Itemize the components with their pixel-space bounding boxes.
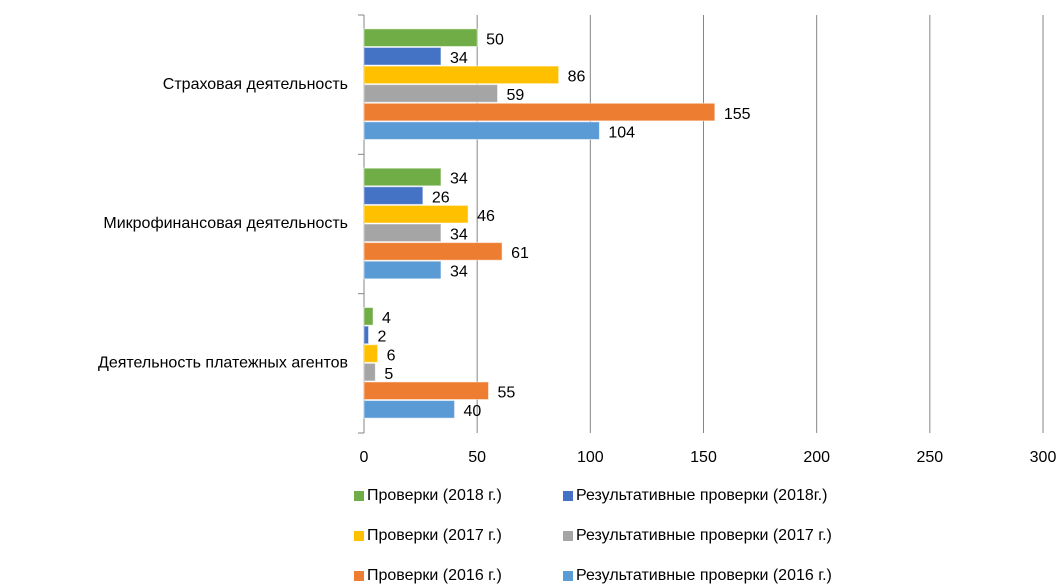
value-label: 104 bbox=[608, 124, 635, 141]
x-tick-label: 150 bbox=[690, 449, 717, 466]
value-label: 59 bbox=[507, 87, 525, 104]
x-tick-label: 250 bbox=[916, 449, 943, 466]
value-label: 2 bbox=[378, 329, 387, 346]
value-label: 86 bbox=[568, 69, 586, 86]
x-tick-label: 200 bbox=[803, 449, 830, 466]
category-label: Страховая деятельность bbox=[163, 76, 348, 93]
legend-label: Проверки (2017 г.) bbox=[367, 527, 502, 544]
value-label: 46 bbox=[477, 208, 495, 225]
bar bbox=[363, 381, 489, 401]
bar bbox=[363, 186, 424, 205]
value-label: 55 bbox=[497, 384, 515, 401]
bar bbox=[363, 325, 370, 345]
bar bbox=[363, 362, 376, 382]
legend-swatch bbox=[563, 531, 573, 541]
bar bbox=[363, 167, 442, 187]
x-tick-label: 0 bbox=[360, 449, 369, 466]
value-label: 61 bbox=[511, 245, 529, 262]
x-tick-label: 300 bbox=[1030, 449, 1057, 466]
legend-swatch bbox=[354, 491, 364, 501]
bar bbox=[363, 344, 379, 363]
legend-label: Результативные проверки (2017 г.) bbox=[576, 527, 832, 544]
bar bbox=[363, 400, 456, 419]
bar bbox=[363, 28, 478, 47]
x-tick-label: 100 bbox=[577, 449, 604, 466]
legend-label: Результативные проверки (2016 г.) bbox=[576, 567, 832, 584]
bar bbox=[363, 102, 716, 122]
value-label: 50 bbox=[486, 31, 504, 48]
value-label: 34 bbox=[450, 227, 468, 244]
bar bbox=[363, 223, 442, 243]
legend-label: Проверки (2016 г.) bbox=[367, 567, 502, 584]
bar bbox=[363, 121, 600, 140]
legend-swatch bbox=[354, 531, 364, 541]
legend-label: Результативные проверки (2018г.) bbox=[576, 487, 827, 504]
bar bbox=[363, 242, 503, 261]
bar bbox=[363, 46, 442, 66]
value-label: 6 bbox=[387, 347, 396, 364]
legend-swatch bbox=[563, 571, 573, 581]
value-label: 34 bbox=[450, 264, 468, 281]
bar bbox=[363, 204, 469, 224]
value-label: 40 bbox=[464, 403, 482, 420]
value-label: 34 bbox=[450, 50, 468, 67]
value-label: 4 bbox=[382, 310, 391, 327]
value-label: 155 bbox=[724, 106, 751, 123]
bar bbox=[363, 65, 560, 85]
category-label: Деятельность платежных агентов bbox=[98, 355, 348, 372]
legend-swatch bbox=[354, 571, 364, 581]
bar bbox=[363, 84, 499, 103]
value-label: 34 bbox=[450, 171, 468, 188]
x-tick-label: 50 bbox=[468, 449, 486, 466]
category-label: Микрофинансовая деятельность bbox=[103, 215, 348, 232]
value-label: 26 bbox=[432, 189, 450, 206]
bar bbox=[363, 307, 374, 326]
legend-label: Проверки (2018 г.) bbox=[367, 487, 502, 504]
value-label: 5 bbox=[384, 366, 393, 383]
legend-swatch bbox=[563, 491, 573, 501]
bar bbox=[363, 260, 442, 280]
